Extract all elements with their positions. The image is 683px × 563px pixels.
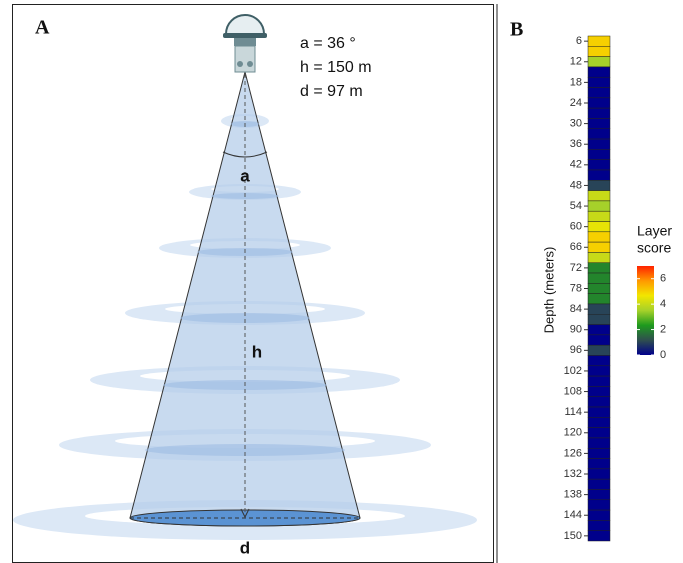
height-label: h xyxy=(252,342,262,361)
cell xyxy=(588,335,610,345)
cell xyxy=(588,469,610,479)
colorbar-tick-label: 4 xyxy=(660,298,666,310)
y-tick-label: 36 xyxy=(570,138,582,150)
cell xyxy=(588,500,610,510)
y-tick-label: 102 xyxy=(564,365,582,377)
sonar-diagram: A a = 36 ° h = 150 m d = 97 m a h d xyxy=(13,15,477,557)
cell xyxy=(588,510,610,520)
cell xyxy=(588,304,610,314)
cell xyxy=(588,191,610,201)
cell xyxy=(588,46,610,56)
param-text: d = 97 m xyxy=(300,83,363,100)
cell xyxy=(588,386,610,396)
cell xyxy=(588,222,610,232)
param-text: a = 36 ° xyxy=(300,35,356,52)
panel-label: A xyxy=(35,17,50,39)
cell xyxy=(588,273,610,283)
y-tick-label: 30 xyxy=(570,118,582,130)
cell xyxy=(588,211,610,221)
y-tick-label: 144 xyxy=(564,509,582,521)
cell xyxy=(588,531,610,541)
cell xyxy=(588,263,610,273)
colorbar-tick-label: 2 xyxy=(660,323,666,335)
y-tick-label: 42 xyxy=(570,159,582,171)
y-tick-label: 48 xyxy=(570,179,582,191)
diameter-label: d xyxy=(240,538,250,557)
cell xyxy=(588,325,610,335)
cell xyxy=(588,407,610,417)
cell xyxy=(588,77,610,87)
cell xyxy=(588,252,610,262)
cell xyxy=(588,355,610,365)
cell xyxy=(588,57,610,67)
y-tick-label: 114 xyxy=(564,406,582,418)
cell xyxy=(588,108,610,118)
cell xyxy=(588,232,610,242)
cell xyxy=(588,139,610,149)
y-tick-label: 6 xyxy=(576,35,582,47)
cell xyxy=(588,201,610,211)
cell xyxy=(588,448,610,458)
cell xyxy=(588,397,610,407)
cell xyxy=(588,283,610,293)
cell xyxy=(588,98,610,108)
y-tick-label: 120 xyxy=(564,427,582,439)
cell xyxy=(588,36,610,46)
cell xyxy=(588,520,610,530)
cell xyxy=(588,428,610,438)
angle-label: a xyxy=(240,166,250,185)
y-tick-label: 72 xyxy=(570,262,582,274)
y-tick-label: 12 xyxy=(570,56,582,68)
cell xyxy=(588,149,610,159)
cell xyxy=(588,345,610,355)
cell xyxy=(588,294,610,304)
y-axis-title: Depth (meters) xyxy=(541,247,556,334)
cell xyxy=(588,479,610,489)
y-tick-label: 132 xyxy=(564,468,582,480)
colorbar xyxy=(637,266,654,355)
cell xyxy=(588,67,610,77)
y-tick-label: 84 xyxy=(570,303,582,315)
y-tick-label: 138 xyxy=(564,489,582,501)
cell xyxy=(588,438,610,448)
y-tick-label: 90 xyxy=(570,324,582,336)
y-tick-label: 126 xyxy=(564,447,582,459)
cell xyxy=(588,118,610,128)
y-tick-label: 66 xyxy=(570,241,582,253)
figure: A a = 36 ° h = 150 m d = 97 m a h d B De… xyxy=(0,0,683,563)
colorbar-tick-label: 0 xyxy=(660,349,666,361)
cell xyxy=(588,129,610,139)
y-tick-label: 96 xyxy=(570,344,582,356)
y-tick-label: 108 xyxy=(564,385,582,397)
cell xyxy=(588,314,610,324)
y-tick-label: 78 xyxy=(570,282,582,294)
cell xyxy=(588,376,610,386)
cell xyxy=(588,459,610,469)
cell xyxy=(588,366,610,376)
y-tick-label: 150 xyxy=(564,530,582,542)
cell xyxy=(588,170,610,180)
sensor xyxy=(223,15,267,72)
y-tick-label: 54 xyxy=(570,200,582,212)
cell xyxy=(588,160,610,170)
cell xyxy=(588,180,610,190)
y-tick-label: 60 xyxy=(570,221,582,233)
y-tick-label: 18 xyxy=(570,76,582,88)
panel-label: B xyxy=(510,19,523,41)
cell xyxy=(588,489,610,499)
colorbar-tick-label: 6 xyxy=(660,273,666,285)
legend-title: Layer xyxy=(637,223,672,239)
cell xyxy=(588,242,610,252)
y-tick-label: 24 xyxy=(570,97,582,109)
cell xyxy=(588,417,610,427)
legend-title: score xyxy=(637,240,671,256)
param-text: h = 150 m xyxy=(300,59,372,76)
cell xyxy=(588,88,610,98)
